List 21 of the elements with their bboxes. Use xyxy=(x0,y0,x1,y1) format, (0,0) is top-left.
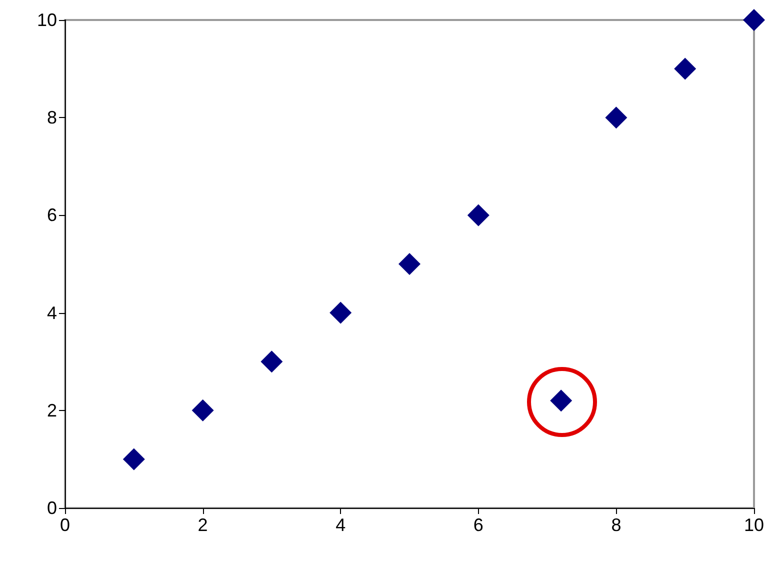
x-tick-label: 4 xyxy=(336,515,346,535)
y-tick-label: 4 xyxy=(46,302,57,323)
x-tick-label: 8 xyxy=(611,515,622,535)
x-tick-label: 2 xyxy=(198,515,208,535)
point xyxy=(605,106,628,129)
point xyxy=(674,58,696,80)
point xyxy=(467,204,490,226)
y-tick-label: 0 xyxy=(46,498,57,518)
y-tick-label: 6 xyxy=(46,205,57,226)
point xyxy=(743,9,765,31)
point xyxy=(260,350,283,373)
x-tick-label: 10 xyxy=(744,515,764,535)
y-tick-label: 8 xyxy=(46,108,57,128)
point xyxy=(122,448,145,470)
y-tick-label: 10 xyxy=(36,10,57,30)
y-tick-label: 2 xyxy=(46,400,57,420)
point xyxy=(192,399,214,422)
x-tick-label: 6 xyxy=(473,515,484,535)
point xyxy=(330,302,352,324)
point xyxy=(398,253,420,275)
x-tick-label: 0 xyxy=(60,515,70,535)
